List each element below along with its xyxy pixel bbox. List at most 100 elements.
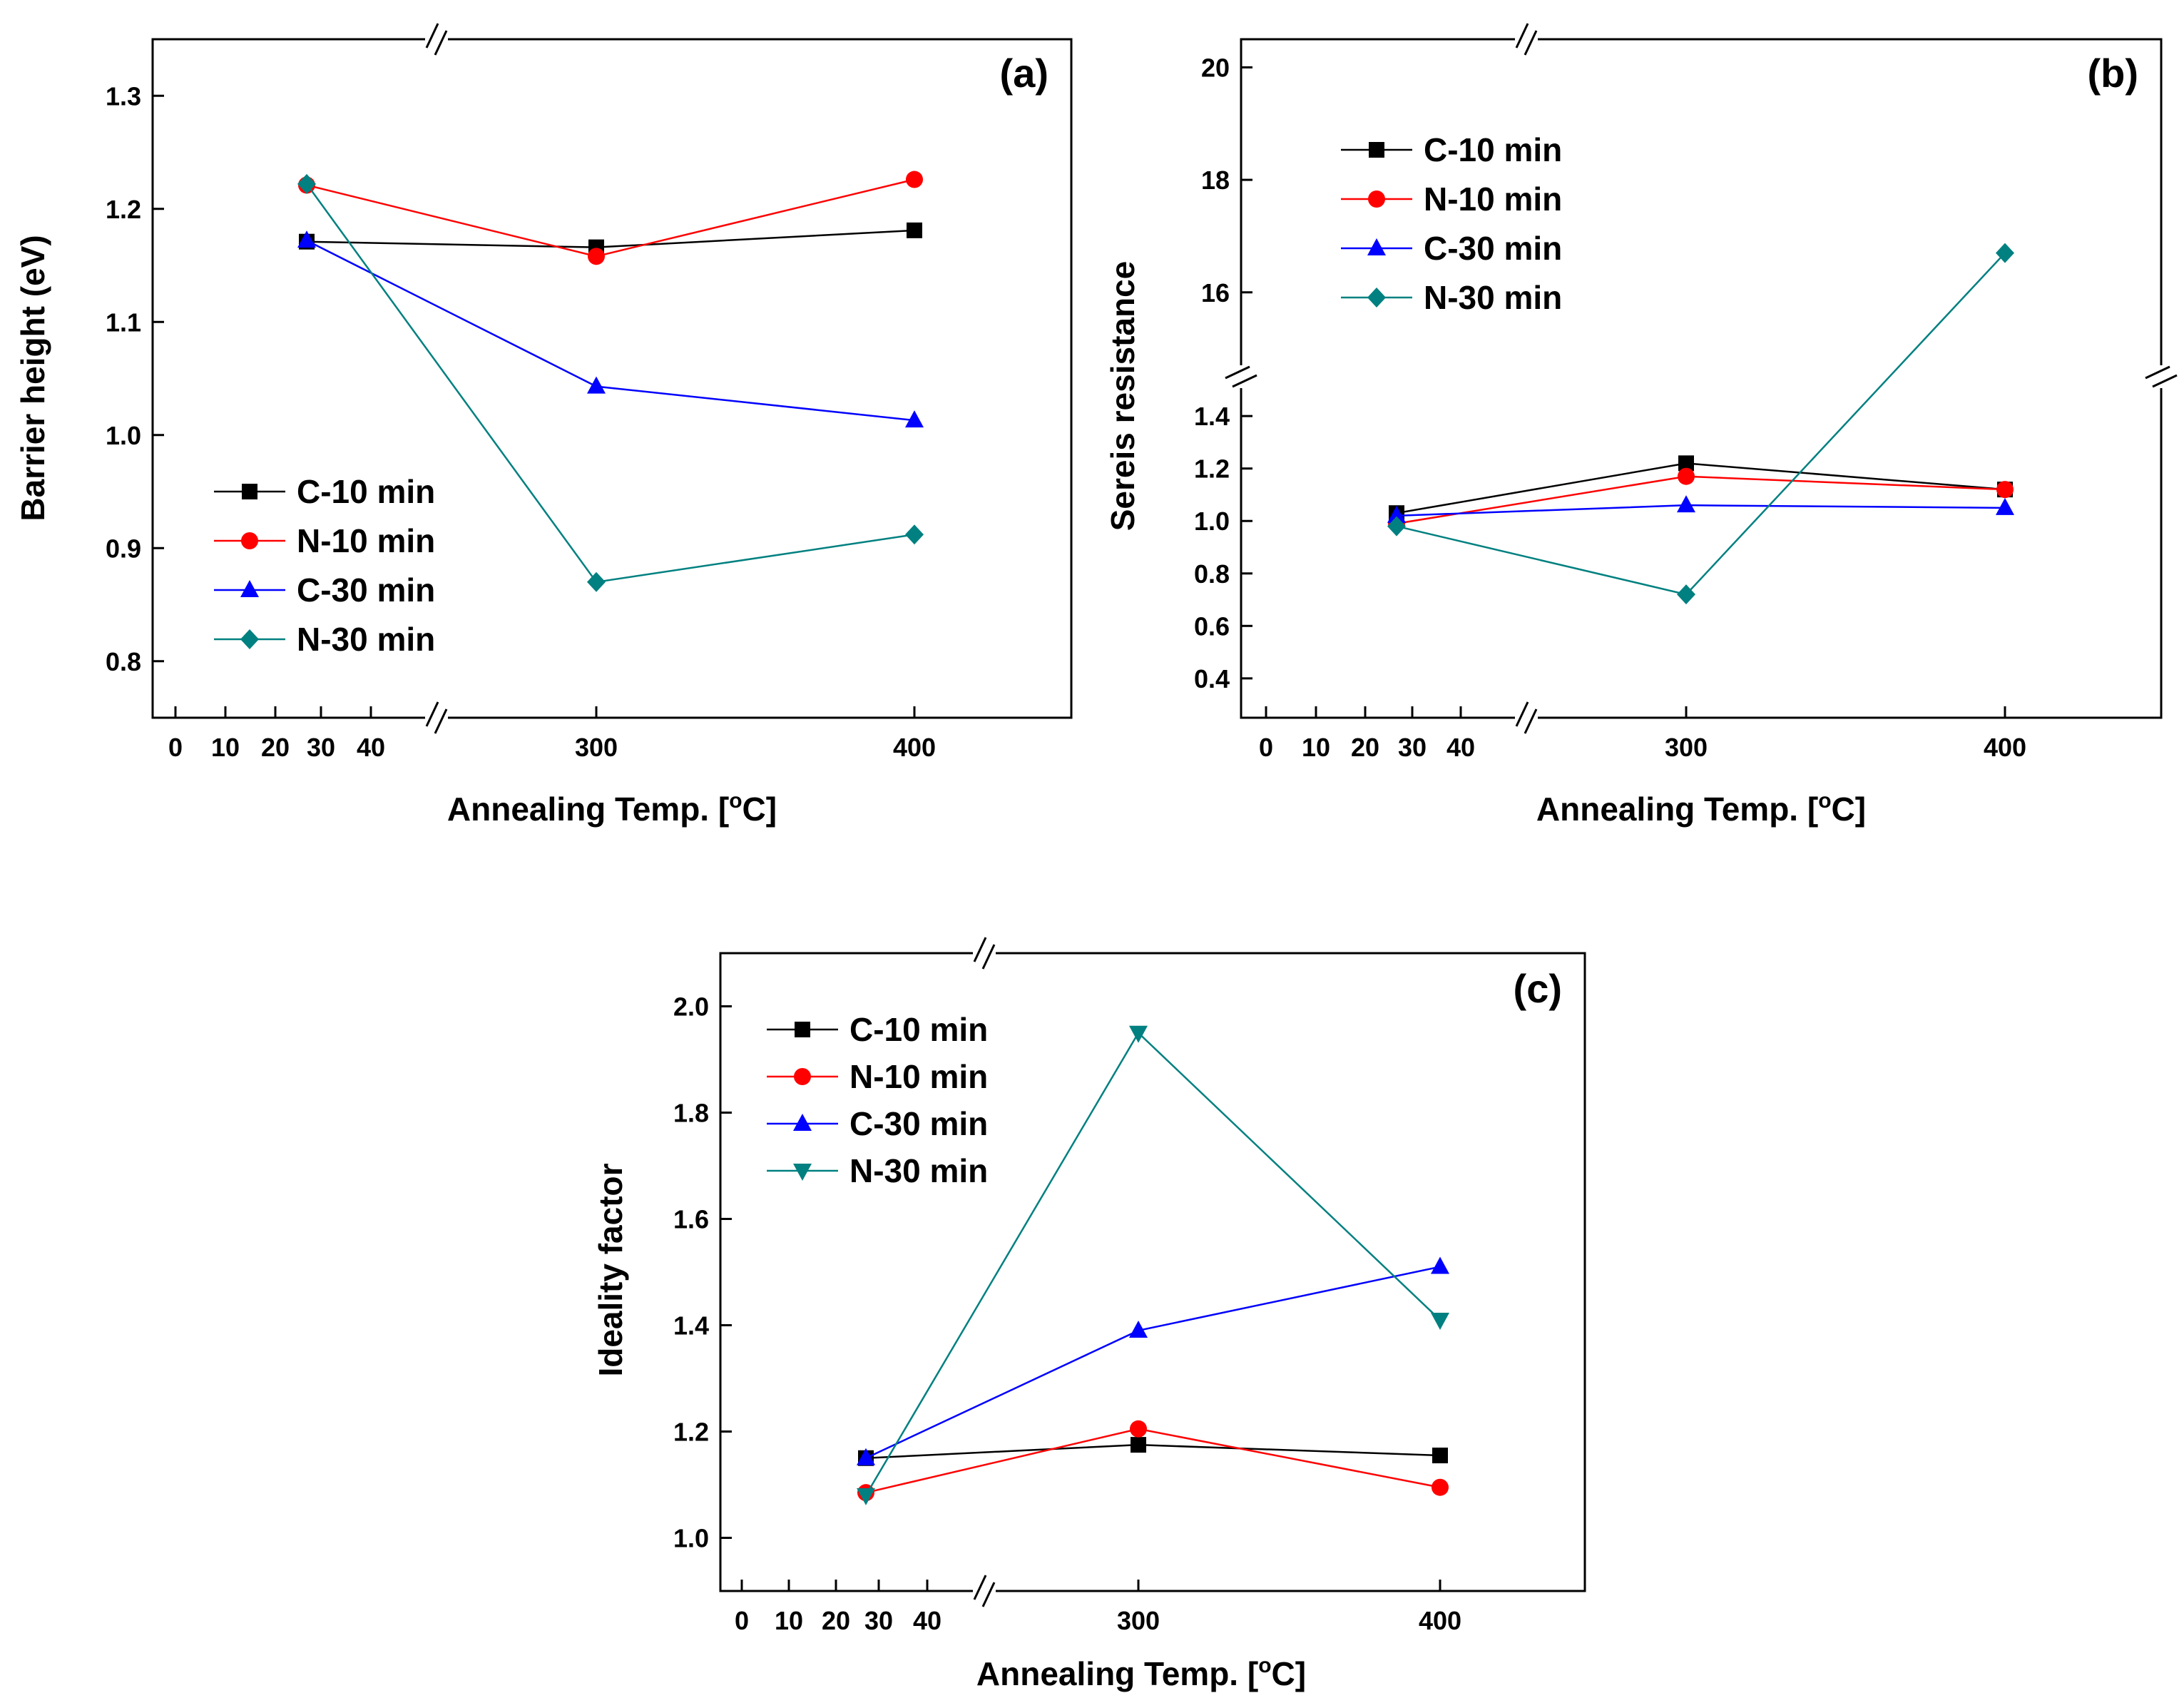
y-tick-label-0-9: 0.9 (106, 534, 141, 563)
y-tick-label-16: 16 (1201, 278, 1230, 307)
data-point-c-30-min-300 (1129, 1320, 1148, 1338)
legend-marker-n-10-min (241, 532, 258, 549)
x-axis-break-bottom-slash-2 (1524, 708, 1538, 734)
x-axis-title-main: Annealing Temp. [ (1536, 791, 1818, 828)
legend-item-c-10-min: C-10 min (214, 473, 435, 510)
series-n-30-min (1387, 243, 2014, 605)
x-tick-label-20: 20 (1351, 733, 1379, 762)
x-axis-break-top-slash-2 (981, 944, 996, 970)
x-axis-title-unit: C] (1832, 791, 1867, 828)
y-tick-label-1-3: 1.3 (106, 81, 141, 111)
data-point-n-10-min-400 (1996, 481, 2014, 499)
legend-label-c-10-min: C-10 min (297, 473, 435, 510)
data-point-c-30-min-300 (587, 376, 606, 394)
series-c-30-min (857, 1256, 1449, 1465)
x-tick-label-10: 10 (1302, 733, 1330, 762)
panel-c-ideality-factor-chart: 0 10 20 30 40 300 400 1.0 1.2 1.4 1.6 1.8 2.0 C-10 mi… (592, 937, 1586, 1692)
x-axis-break-top-slash-1 (1515, 23, 1529, 49)
x-axis-break-top-slash-1 (425, 23, 439, 49)
x-tick-label-30: 30 (864, 1606, 893, 1635)
x-tick-label-40: 40 (357, 733, 385, 762)
data-point-n-10-min-300 (588, 248, 605, 265)
data-point-n-30-min-300 (1129, 1025, 1148, 1043)
y-tick-label-1: 1.0 (106, 421, 141, 450)
legend-marker-n-10-min (794, 1068, 811, 1085)
panel-label: (b) (2087, 51, 2138, 96)
x-axis-break-bottom (1515, 701, 1538, 734)
y-tick-label-1-1: 1.1 (106, 307, 141, 337)
legend-label-n-30-min: N-30 min (297, 621, 435, 658)
data-point-n-30-min-400 (1996, 243, 2014, 263)
x-axis-title-main: Annealing Temp. [ (447, 791, 729, 828)
x-axis-title-main: Annealing Temp. [ (976, 1655, 1258, 1692)
x-axis-title: Annealing Temp. [oC] (447, 789, 777, 828)
legend-item-c-30-min: C-30 min (767, 1105, 988, 1142)
data-point-c-30-min-27 (857, 1448, 875, 1465)
x-axis-break-bottom-slash-1 (425, 701, 439, 727)
y-tick-label-20: 20 (1201, 53, 1230, 82)
legend-item-n-30-min: N-30 min (1341, 279, 1562, 316)
x-axis-break-top-slash-2 (1524, 30, 1538, 56)
y-axis-break-right-slash-1 (2145, 365, 2170, 380)
panel-label: (c) (1514, 966, 1562, 1011)
legend-label-c-30-min: C-30 min (297, 571, 435, 609)
legend-item-n-30-min: N-30 min (767, 1152, 988, 1189)
legend-label-n-30-min: N-30 min (849, 1152, 988, 1189)
y-tick-label-0-6: 0.6 (1194, 611, 1230, 641)
legend-label-n-30-min: N-30 min (1424, 279, 1562, 316)
legend-item-n-10-min: N-10 min (767, 1058, 988, 1095)
data-point-n-30-min-300 (587, 571, 606, 592)
legend-label-n-10-min: N-10 min (1424, 181, 1562, 218)
legend-item-c-10-min: C-10 min (767, 1011, 988, 1048)
legend-marker-c-10-min (795, 1022, 810, 1037)
legend-marker-c-10-min (1369, 142, 1384, 158)
legend-label-n-10-min: N-10 min (849, 1058, 988, 1095)
y-tick-label-1-8: 1.8 (673, 1099, 709, 1128)
data-point-n-10-min-300 (1130, 1420, 1147, 1438)
x-tick-label-40: 40 (1446, 733, 1475, 762)
legend-marker-c-30-min (240, 580, 259, 597)
data-point-c-30-min-27 (297, 230, 316, 248)
data-point-n-30-min-300 (1677, 584, 1695, 605)
x-axis-title-degree: o (729, 789, 742, 813)
data-point-n-10-min-300 (1678, 467, 1695, 485)
y-tick-label-1: 1.0 (673, 1524, 709, 1553)
legend-marker-n-30-min (1367, 288, 1386, 307)
legend: C-10 min N-10 min C-30 min N-30 min (767, 1011, 988, 1189)
legend: C-10 min N-10 min C-30 min N-30 min (1341, 131, 1562, 316)
x-axis-break-top-slash-2 (434, 30, 448, 56)
legend-marker-n-30-min (793, 1164, 812, 1181)
y-tick-label-0-4: 0.4 (1194, 664, 1230, 693)
x-axis-break-bottom (973, 1575, 996, 1607)
y-axis-title: Sereis resistance (1104, 261, 1141, 532)
x-tick-label-300: 300 (1665, 733, 1708, 762)
data-point-n-30-min-27 (297, 173, 316, 194)
panel-b-series-resistance-chart: 0 10 20 30 40 300 400 0.4 0.6 0.8 1.0 1.2 1.4 16 18 20 C… (1104, 23, 2178, 828)
x-tick-label-0: 0 (168, 733, 183, 762)
y-tick-label-1-4: 1.4 (673, 1311, 709, 1341)
y-axis-title: Barrier height (eV) (14, 235, 51, 521)
legend-item-c-30-min: C-30 min (214, 571, 435, 609)
x-tick-label-20: 20 (822, 1606, 850, 1635)
legend-item-n-10-min: N-10 min (214, 522, 435, 559)
x-tick-label-10: 10 (775, 1606, 803, 1635)
y-axis-break-left-slash-1 (1225, 365, 1250, 380)
data-point-n-30-min-400 (1431, 1313, 1449, 1331)
legend-item-n-10-min: N-10 min (1341, 181, 1562, 218)
y-tick-label-1: 1.0 (1194, 507, 1230, 536)
x-tick-label-40: 40 (913, 1606, 942, 1635)
data-point-n-30-min-27 (1387, 516, 1406, 537)
legend-marker-c-30-min (793, 1114, 812, 1131)
series-c-30-min (1387, 495, 2014, 523)
legend-item-c-10-min: C-10 min (1341, 131, 1562, 168)
y-axis-break-right-slash-2 (2152, 374, 2178, 388)
y-axis-break-right (2145, 365, 2178, 388)
x-axis-break-bottom-slash-1 (973, 1575, 987, 1600)
series-c-30-min (297, 230, 924, 428)
y-tick-label-0-8: 0.8 (106, 647, 141, 676)
x-axis-break-top-slash-1 (973, 937, 987, 962)
legend-label-c-30-min: C-30 min (1424, 230, 1562, 267)
legend-label-c-10-min: C-10 min (1424, 131, 1562, 168)
